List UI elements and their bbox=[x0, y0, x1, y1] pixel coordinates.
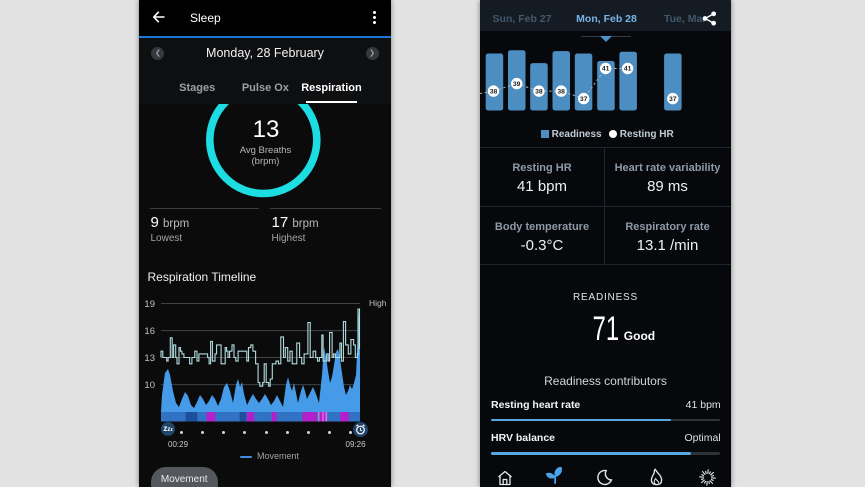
svg-text:39: 39 bbox=[513, 81, 521, 88]
svg-text:41: 41 bbox=[624, 66, 632, 73]
svg-text:41: 41 bbox=[602, 66, 610, 73]
svg-text:38: 38 bbox=[557, 88, 565, 95]
svg-text:37: 37 bbox=[580, 96, 588, 103]
svg-text:37: 37 bbox=[669, 96, 677, 103]
svg-text:38: 38 bbox=[535, 88, 543, 95]
svg-text:38: 38 bbox=[490, 88, 498, 95]
